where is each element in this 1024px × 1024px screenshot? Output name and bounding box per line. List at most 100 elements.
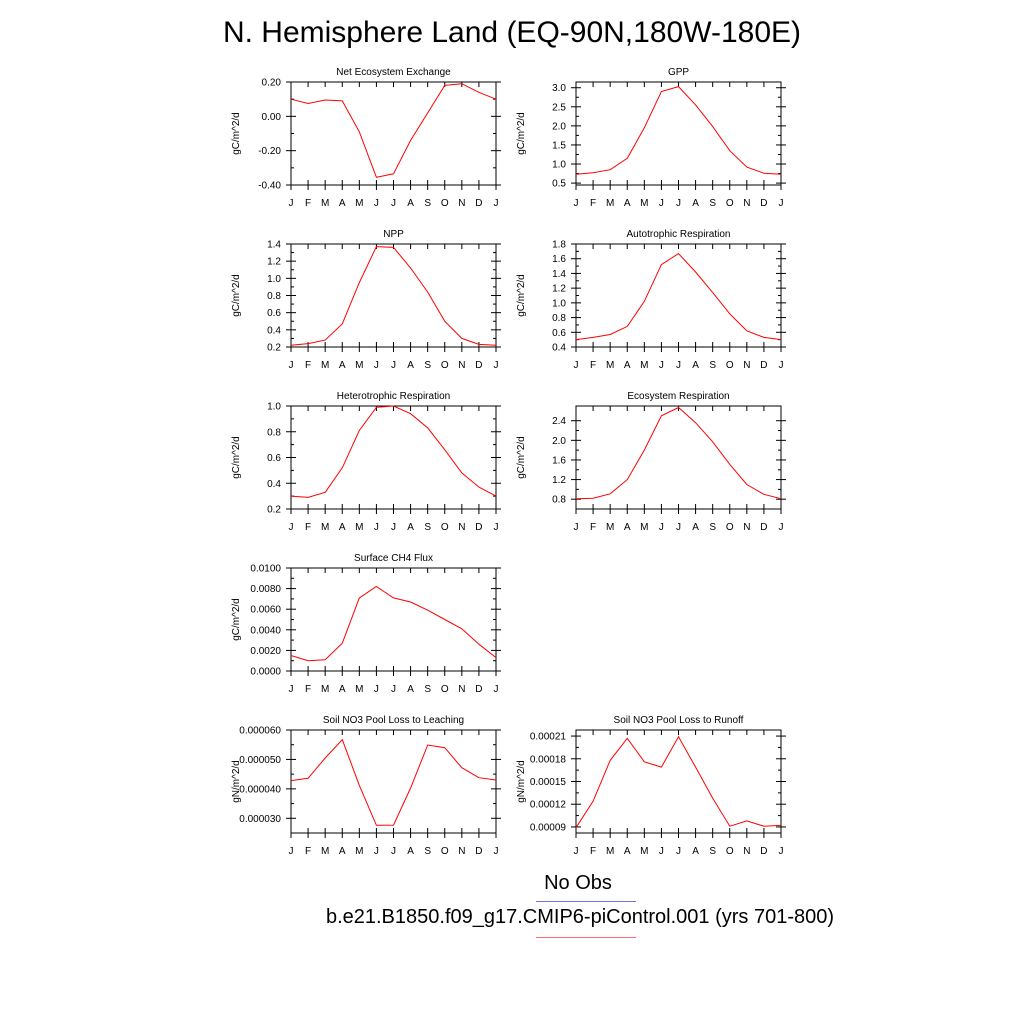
- chart-title: NPP: [383, 229, 404, 240]
- x-tick-label: F: [305, 360, 311, 371]
- x-tick-label: J: [494, 198, 499, 209]
- x-tick-label: J: [494, 684, 499, 695]
- legend: No Obs b.e21.B1850.f09_g17.CMIP6-piContr…: [0, 868, 1024, 968]
- y-tick-label: 0.0000: [250, 667, 281, 678]
- x-tick-label: A: [339, 684, 346, 695]
- x-tick-label: S: [424, 522, 431, 533]
- x-tick-label: F: [590, 522, 596, 533]
- x-tick-label: F: [590, 846, 596, 857]
- x-tick-label: A: [624, 198, 631, 209]
- y-tick-label: -0.40: [258, 181, 281, 192]
- y-tick-label: 0.00021: [530, 732, 567, 743]
- x-tick-label: D: [475, 522, 482, 533]
- x-tick-label: N: [458, 522, 465, 533]
- x-tick-label: J: [374, 684, 379, 695]
- y-tick-label: 0.0100: [250, 564, 281, 575]
- x-tick-label: O: [726, 522, 734, 533]
- x-tick-label: J: [289, 360, 294, 371]
- x-tick-label: J: [574, 846, 579, 857]
- x-tick-label: F: [590, 198, 596, 209]
- y-tick-label: 1.2: [552, 475, 566, 486]
- x-tick-label: M: [321, 522, 329, 533]
- plot-frame: [575, 243, 782, 348]
- x-tick-label: J: [289, 846, 294, 857]
- x-tick-label: J: [574, 360, 579, 371]
- x-tick-label: O: [441, 684, 449, 695]
- x-tick-label: J: [289, 522, 294, 533]
- y-axis-label: gC/m^2/d: [516, 436, 527, 479]
- y-tick-label: 1.2: [267, 257, 281, 268]
- y-axis-label: gC/m^2/d: [516, 274, 527, 317]
- x-tick-label: J: [494, 522, 499, 533]
- x-tick-label: F: [590, 360, 596, 371]
- x-tick-label: J: [494, 360, 499, 371]
- x-tick-label: N: [743, 198, 750, 209]
- x-tick-label: J: [779, 522, 784, 533]
- x-tick-label: M: [606, 360, 614, 371]
- x-tick-label: F: [305, 846, 311, 857]
- series-line: [575, 252, 782, 341]
- x-tick-label: N: [743, 846, 750, 857]
- y-tick-label: 1.0: [267, 274, 281, 285]
- x-tick-label: S: [709, 198, 716, 209]
- x-tick-label: J: [659, 522, 664, 533]
- y-tick-label: 0.00012: [530, 800, 567, 811]
- x-tick-label: D: [475, 360, 482, 371]
- y-tick-label: 0.6: [267, 453, 281, 464]
- y-tick-label: 0.6: [552, 328, 566, 339]
- chart-title: Ecosystem Respiration: [627, 391, 729, 402]
- y-tick-label: 2.0: [552, 121, 566, 132]
- y-tick-label: 0.5: [552, 179, 566, 190]
- x-tick-label: A: [407, 360, 414, 371]
- chart-title: Autotrophic Respiration: [627, 229, 731, 240]
- x-tick-label: J: [374, 846, 379, 857]
- x-tick-label: O: [726, 360, 734, 371]
- x-tick-label: J: [676, 522, 681, 533]
- x-tick-label: M: [640, 198, 648, 209]
- series-line: [290, 738, 497, 826]
- chart-title: Net Ecosystem Exchange: [336, 67, 451, 78]
- y-tick-label: 0.8: [267, 291, 281, 302]
- y-tick-label: 0.6: [267, 308, 281, 319]
- y-tick-label: -0.20: [258, 146, 281, 157]
- legend-case-label: b.e21.B1850.f09_g17.CMIP6-piControl.001 …: [325, 906, 835, 928]
- x-tick-label: M: [606, 198, 614, 209]
- x-tick-label: N: [743, 360, 750, 371]
- series-line: [575, 735, 782, 828]
- x-tick-label: J: [676, 846, 681, 857]
- x-tick-label: J: [676, 198, 681, 209]
- series-line: [575, 86, 782, 175]
- plot-frame: [290, 567, 497, 672]
- x-tick-label: N: [458, 684, 465, 695]
- x-tick-label: J: [494, 846, 499, 857]
- x-tick-label: J: [659, 360, 664, 371]
- x-tick-label: J: [391, 522, 396, 533]
- x-tick-label: M: [606, 846, 614, 857]
- y-tick-label: 0.8: [552, 313, 566, 324]
- y-tick-label: 0.00009: [530, 822, 567, 833]
- x-tick-label: D: [475, 846, 482, 857]
- x-tick-label: J: [374, 360, 379, 371]
- x-tick-label: N: [458, 846, 465, 857]
- y-axis-label: gC/m^2/d: [231, 274, 242, 317]
- plot-frame: [575, 405, 782, 510]
- legend-obs-line: [536, 901, 636, 902]
- x-tick-label: F: [305, 522, 311, 533]
- y-axis-label: gC/m^2/d: [231, 436, 242, 479]
- x-tick-label: D: [760, 198, 767, 209]
- y-tick-label: 0.20: [262, 78, 282, 89]
- x-tick-label: A: [407, 684, 414, 695]
- x-tick-label: M: [640, 846, 648, 857]
- y-tick-label: 0.00018: [530, 754, 567, 765]
- y-tick-label: 0.000050: [239, 755, 281, 766]
- y-tick-label: 1.4: [552, 269, 566, 280]
- y-tick-label: 2.5: [552, 102, 566, 113]
- plot-frame: [290, 243, 497, 348]
- x-tick-label: J: [391, 198, 396, 209]
- x-tick-label: O: [441, 846, 449, 857]
- x-tick-label: O: [726, 198, 734, 209]
